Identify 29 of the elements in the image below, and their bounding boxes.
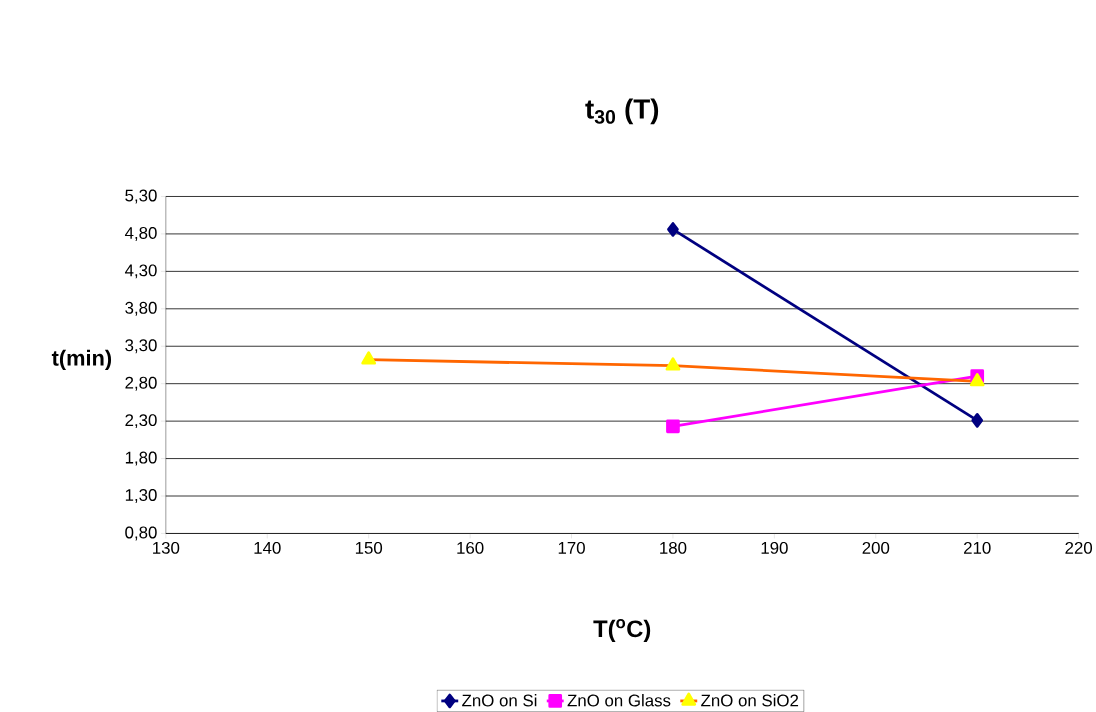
y-tick-label: 2,80 [125, 376, 157, 391]
point [667, 222, 679, 237]
y-tick-label: 5,30 [125, 189, 157, 204]
y-axis-title: t(min) [51, 349, 112, 371]
x-tick-label: 160 [457, 541, 484, 554]
legend-label: ZnO on SiO2 [701, 694, 799, 707]
legend-label: ZnO on Si [462, 694, 537, 707]
y-tick-label: 3,30 [125, 339, 157, 354]
y-tick-label: 1,80 [125, 451, 157, 466]
x-tick-label: 150 [355, 541, 383, 554]
x-tick-label: 210 [964, 541, 991, 554]
chart-title: t$_{30}$ (T) [585, 98, 659, 125]
x-tick-label: 170 [558, 541, 585, 554]
x-tick-label: 140 [254, 541, 281, 554]
y-tick-label: 3,80 [125, 301, 157, 316]
legend-label: ZnO on Glass [567, 694, 671, 707]
x-axis-title: T($^{o}$C) [593, 619, 651, 642]
y-tick-label: 0,80 [125, 526, 157, 541]
y-tick-label: 1,30 [125, 489, 157, 504]
y-tick-label: 2,30 [125, 414, 157, 429]
y-tick-label: 4,80 [124, 226, 157, 241]
x-tick-label: 200 [862, 541, 890, 554]
x-tick-label: 190 [761, 541, 788, 554]
x-tick-label: 220 [1065, 541, 1093, 554]
point [666, 419, 680, 434]
x-tick-label: 180 [660, 541, 687, 554]
y-tick-label: 4,30 [124, 264, 157, 279]
x-tick-label: 130 [153, 541, 180, 554]
point [971, 413, 984, 428]
